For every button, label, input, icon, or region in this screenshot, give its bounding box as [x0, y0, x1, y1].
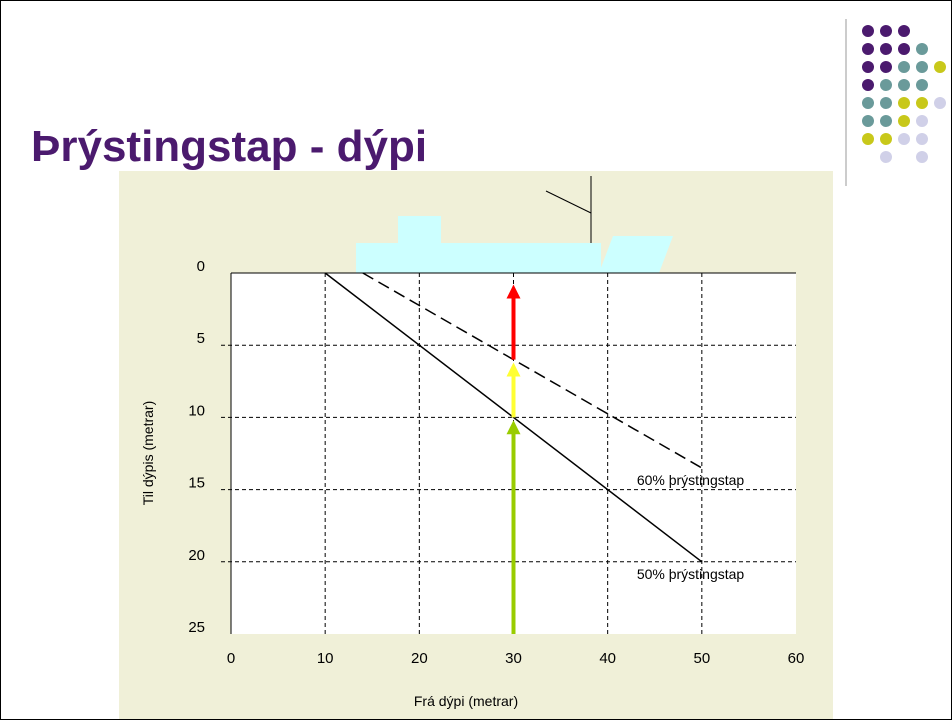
dot-decoration: [862, 25, 946, 163]
slide-canvas: Þrýstingstap - dýpi Frá dýpi (metrar) Ti…: [1, 1, 951, 719]
y-tick-label: 5: [197, 330, 205, 347]
y-tick-label: 15: [188, 475, 205, 492]
x-tick-label: 0: [227, 650, 235, 667]
x-tick-label: 60: [788, 650, 805, 667]
x-tick-label: 50: [693, 650, 710, 667]
y-tick-label: 25: [188, 619, 205, 636]
x-tick-label: 10: [317, 650, 334, 667]
series-label: 50% þrýstingstap: [637, 566, 745, 582]
y-tick-label: 20: [188, 547, 205, 564]
y-tick-label: 0: [197, 258, 205, 275]
y-axis-label: Til dýpis (metrar): [140, 401, 156, 506]
x-tick-label: 20: [411, 650, 428, 667]
x-tick-label: 30: [505, 650, 522, 667]
series-label: 60% þrýstingstap: [637, 472, 745, 488]
x-axis-label: Frá dýpi (metrar): [414, 693, 518, 709]
x-tick-label: 40: [599, 650, 616, 667]
slide-title: Þrýstingstap - dýpi: [31, 122, 427, 171]
slide: Þrýstingstap - dýpi Frá dýpi (metrar) Ti…: [0, 0, 952, 720]
y-tick-label: 10: [188, 402, 205, 419]
